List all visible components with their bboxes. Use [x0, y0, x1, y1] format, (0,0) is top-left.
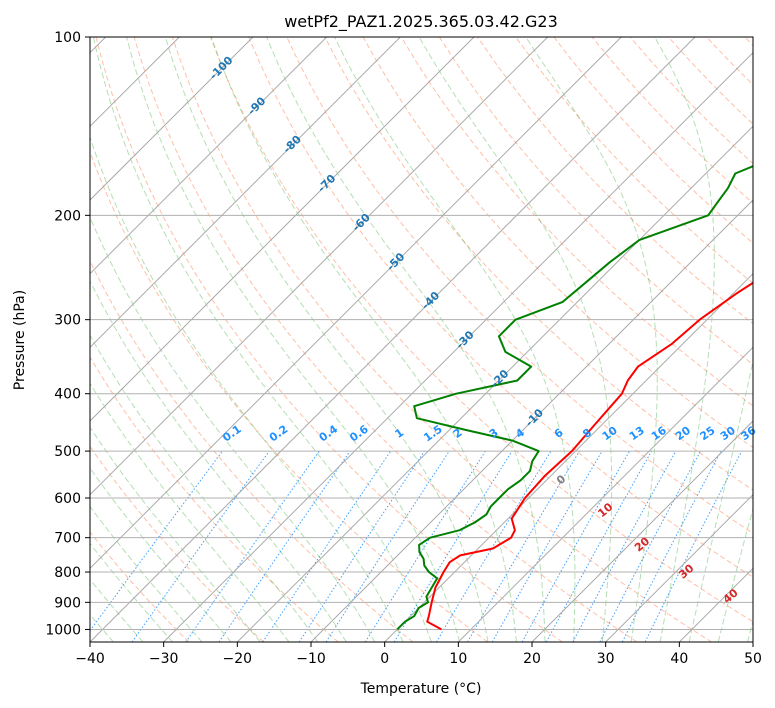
moist-adiabat-line — [210, 37, 517, 642]
moist-adiabat-line — [334, 37, 576, 642]
isotherm-line — [90, 37, 254, 201]
x-tick-label: −40 — [75, 651, 105, 667]
isotherm-line — [90, 37, 475, 422]
mixing-ratio-line — [599, 450, 701, 642]
x-tick-label: −20 — [223, 651, 253, 667]
isotherm-line — [90, 37, 696, 642]
moist-adiabat-line — [90, 334, 319, 642]
moist-adiabat-line — [164, 37, 489, 642]
y-axis-label: Pressure (hPa) — [12, 290, 28, 390]
dewpoint-series — [396, 165, 753, 631]
plot-area — [90, 37, 753, 642]
moist-adiabat-line — [90, 215, 376, 642]
y-tick-label: 300 — [54, 313, 81, 329]
isotherm-line — [531, 420, 753, 642]
chart-title: wetPf2_PAZ1.2025.365.03.42.G23 — [284, 12, 558, 32]
mixing-ratio-line — [644, 450, 743, 642]
x-axis-label: Temperature (°C) — [360, 681, 482, 697]
y-tick-label: 900 — [54, 595, 81, 611]
mixing-ratio-line — [218, 450, 351, 642]
y-tick-label: 400 — [54, 387, 81, 403]
moist-adiabat-line — [90, 382, 290, 642]
x-tick-label: −10 — [296, 651, 326, 667]
dry-adiabat-line — [324, 37, 753, 491]
moist-adiabat-line — [90, 467, 232, 642]
y-tick-label: 800 — [54, 565, 81, 581]
dry-adiabat-line — [90, 531, 190, 642]
dry-adiabat-line — [90, 445, 264, 642]
dry-adiabat-line — [400, 37, 753, 407]
isotherm-line — [90, 37, 328, 275]
isotherm-line — [236, 125, 753, 642]
x-tick-label: 0 — [380, 651, 389, 667]
x-tick-label: 30 — [597, 651, 615, 667]
y-tick-label: 200 — [54, 208, 81, 224]
moist-adiabat-line — [90, 135, 404, 642]
mixing-ratio-line — [572, 450, 677, 642]
mixing-ratio-line — [185, 450, 320, 642]
isotherm-line — [310, 199, 753, 642]
x-tick-label: 20 — [523, 651, 541, 667]
dry-adiabat-line — [133, 37, 638, 642]
mixing-ratio-line — [325, 450, 450, 642]
moist-adiabat-line — [90, 505, 203, 642]
isotherm-line — [90, 37, 622, 570]
dry-adiabat-line — [515, 37, 753, 284]
x-tick-label: 40 — [670, 651, 688, 667]
moist-adiabat-line — [90, 578, 144, 642]
y-tick-label: 100 — [54, 30, 81, 46]
isotherm-line — [605, 493, 753, 642]
pressure-gridlines — [90, 37, 753, 630]
moist-adiabat-line — [126, 37, 461, 642]
isotherm-line — [457, 346, 753, 642]
mixing-ratio-line — [364, 450, 486, 642]
dry-adiabat-line — [90, 356, 339, 642]
y-tick-label: 1000 — [45, 622, 81, 638]
temperature-series — [426, 281, 753, 631]
y-tick-label: 700 — [54, 531, 81, 547]
moist-adiabats — [90, 37, 753, 642]
moist-adiabat-line — [654, 37, 715, 642]
mixing-ratio-line — [435, 450, 552, 642]
isotherms — [90, 37, 753, 642]
x-tick-label: 50 — [744, 651, 762, 667]
mixing-ratio-line — [621, 450, 722, 642]
mixing-ratio-line — [393, 450, 513, 642]
y-tick-label: 600 — [54, 491, 81, 507]
moist-adiabat-line — [525, 37, 658, 642]
moist-adiabat-line — [90, 426, 261, 642]
plot-frame — [89, 36, 754, 643]
dewpoint-line — [396, 165, 753, 631]
y-tick-label: 500 — [54, 444, 81, 460]
moist-adiabat-line — [92, 37, 432, 642]
x-tick-label: 10 — [449, 651, 467, 667]
moist-adiabat-line — [688, 358, 753, 642]
mixing-ratio-lines — [90, 450, 743, 642]
moist-adiabat-line — [418, 37, 613, 642]
x-axis-ticks: −40 −30 −20 −10 0 10 20 30 40 50 — [75, 642, 762, 667]
y-axis-ticks: 100 200 300 400 500 600 700 800 900 1000 — [45, 30, 90, 638]
x-tick-label: −30 — [149, 651, 179, 667]
isotherm-line — [90, 37, 549, 496]
dry-adiabat-line — [438, 37, 753, 366]
mixing-ratio-line — [521, 450, 630, 642]
mixing-ratio-line — [262, 450, 392, 642]
isotherm-line — [90, 37, 401, 349]
mixing-ratio-line — [545, 450, 653, 642]
dry-adiabat-line — [210, 37, 753, 623]
moist-adiabat-line — [266, 37, 546, 642]
mixing-ratio-line — [90, 450, 223, 632]
mixing-ratio-line — [298, 450, 425, 642]
mixing-ratio-line — [131, 450, 270, 642]
isotherm-line — [163, 51, 753, 642]
dry-adiabat-line — [248, 37, 753, 578]
temperature-line — [426, 281, 753, 631]
dry-adiabat-line — [171, 37, 712, 642]
isotherm-line — [384, 272, 753, 642]
moist-adiabat-line — [90, 542, 173, 642]
dry-adiabat-line — [95, 37, 563, 642]
